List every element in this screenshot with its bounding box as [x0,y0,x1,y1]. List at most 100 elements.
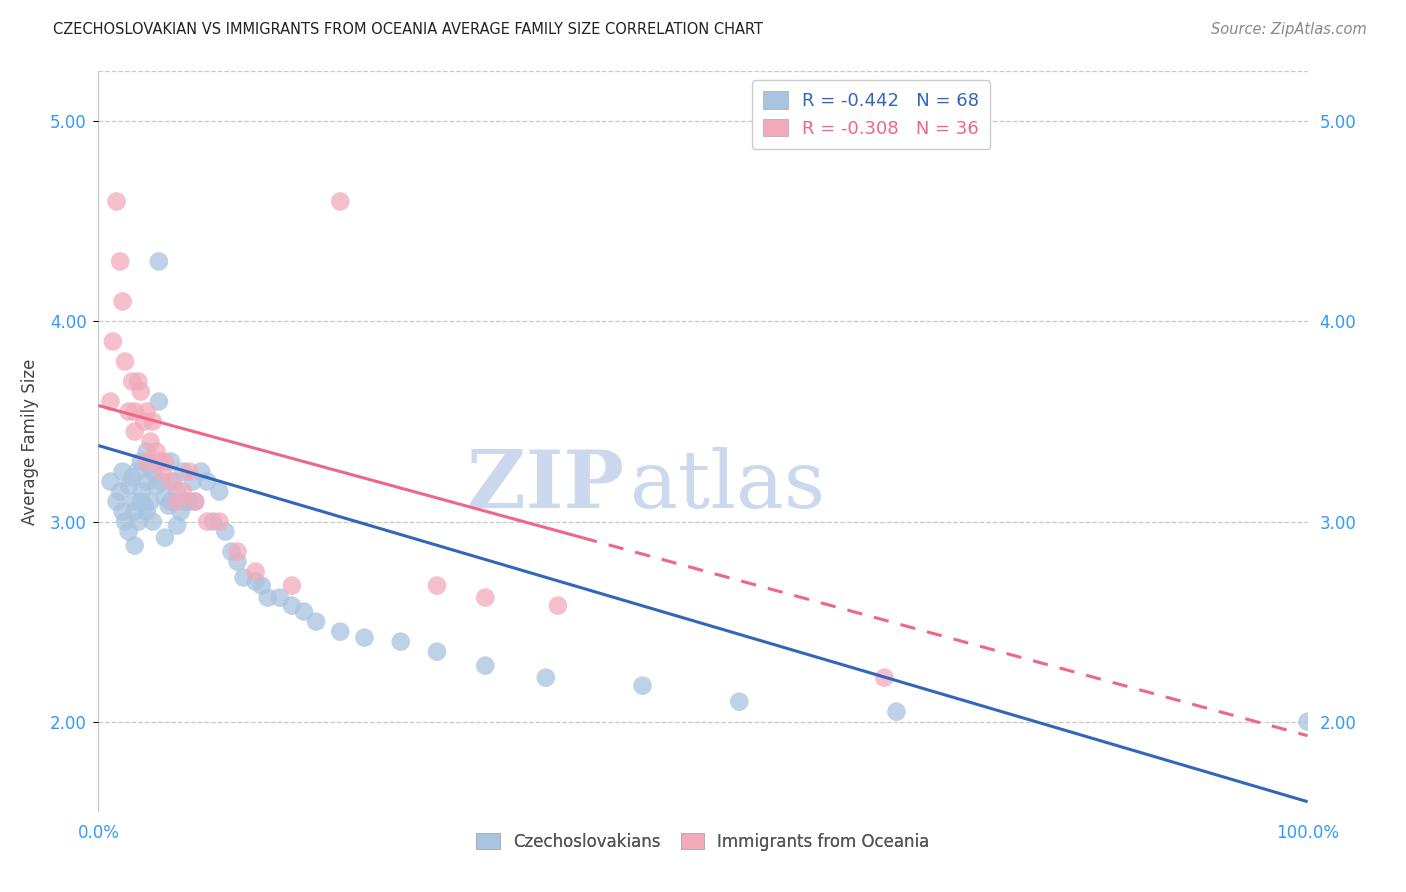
Point [162,475,184,489]
Point [160,475,183,489]
Point [134,499,156,513]
Point [129,454,152,468]
Point [886,705,908,719]
Point [153,491,176,505]
Point [426,579,449,593]
Text: ZIP: ZIP [467,447,624,525]
Point [135,454,157,468]
Point [226,544,249,558]
Point [281,599,304,613]
Point [135,444,157,458]
Point [166,484,188,499]
Point [631,679,654,693]
Point [124,539,146,553]
Point [232,571,254,585]
Point [139,434,162,449]
Point [131,484,153,499]
Point [148,394,170,409]
Point [127,375,149,389]
Point [181,475,204,489]
Point [174,494,197,508]
Point [426,645,449,659]
Text: Source: ZipAtlas.com: Source: ZipAtlas.com [1211,22,1367,37]
Point [269,591,291,605]
Point [121,375,143,389]
Point [129,494,152,508]
Point [329,194,352,209]
Point [134,415,156,429]
Point [728,695,751,709]
Point [305,615,328,629]
Point [111,505,134,519]
Point [145,478,167,492]
Point [221,544,243,558]
Legend: Czechoslovakians, Immigrants from Oceania: Czechoslovakians, Immigrants from Oceani… [468,824,938,859]
Point [160,454,183,468]
Point [124,425,146,439]
Point [195,515,218,529]
Point [135,475,157,489]
Point [195,475,218,489]
Point [160,494,183,508]
Point [166,518,188,533]
Point [100,394,122,409]
Point [111,465,134,479]
Point [105,494,128,508]
Point [101,334,124,349]
Point [281,579,304,593]
Point [179,494,201,508]
Point [1296,714,1319,729]
Point [145,444,167,458]
Point [353,631,375,645]
Point [135,404,157,418]
Point [250,579,273,593]
Text: atlas: atlas [630,447,825,525]
Point [148,454,170,468]
Point [118,524,141,539]
Point [108,484,131,499]
Point [172,484,194,499]
Point [474,658,496,673]
Point [127,465,149,479]
Point [329,624,352,639]
Point [100,475,122,489]
Point [389,634,412,648]
Point [142,515,165,529]
Point [873,671,896,685]
Point [202,515,225,529]
Point [292,605,315,619]
Point [208,484,231,499]
Point [214,524,236,539]
Point [135,505,157,519]
Point [148,254,170,268]
Point [547,599,569,613]
Point [111,294,134,309]
Point [108,254,131,268]
Point [153,531,176,545]
Point [124,494,146,508]
Y-axis label: Average Family Size: Average Family Size [21,359,38,524]
Point [184,494,207,508]
Point [114,354,136,368]
Text: CZECHOSLOVAKIAN VS IMMIGRANTS FROM OCEANIA AVERAGE FAMILY SIZE CORRELATION CHART: CZECHOSLOVAKIAN VS IMMIGRANTS FROM OCEAN… [53,22,763,37]
Point [153,454,176,468]
Point [124,505,146,519]
Point [226,555,249,569]
Point [114,515,136,529]
Point [169,505,191,519]
Point [142,465,165,479]
Point [245,565,267,579]
Point [105,194,128,209]
Point [121,470,143,484]
Point [184,494,207,508]
Point [127,515,149,529]
Point [179,465,201,479]
Point [157,499,180,513]
Point [150,475,173,489]
Point [208,515,231,529]
Point [118,478,141,492]
Point [138,458,160,473]
Point [129,384,152,399]
Point [245,574,267,589]
Point [534,671,557,685]
